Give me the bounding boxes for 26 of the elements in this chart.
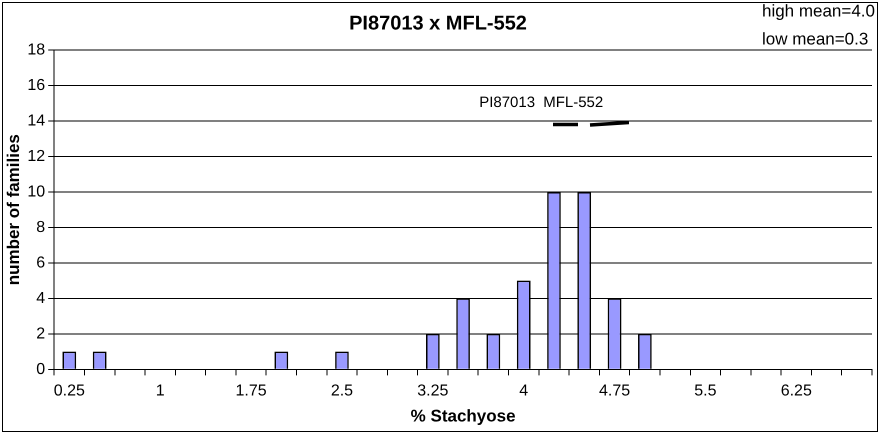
y-tick-label: 8 <box>36 218 46 236</box>
text: high mean=4.0 <box>762 2 875 21</box>
text: low mean=0.3 <box>762 30 868 49</box>
x-tick-label: 1.75 <box>236 382 267 400</box>
y-tick-label: 18 <box>27 41 46 58</box>
annotation: MFL-552 <box>543 94 604 112</box>
x-axis-title: % Stachyose <box>410 406 516 426</box>
x-tick-label: 4.75 <box>598 382 630 400</box>
annotation: PI87013 <box>479 94 536 112</box>
x-tick-label: 5.5 <box>694 382 717 400</box>
y-tick-label: 6 <box>36 254 46 272</box>
y-tick-label: 16 <box>27 76 46 94</box>
x-tick-label: 0.25 <box>54 382 86 400</box>
y-axis-title: number of families <box>4 134 23 286</box>
x-tick-label: 4 <box>519 382 528 400</box>
y-tick-label: 4 <box>36 290 46 307</box>
y-tick-label: 0 <box>36 360 46 378</box>
x-tick-label: 2.5 <box>330 382 354 400</box>
chart-title: PI87013 x MFL-552 <box>349 12 527 35</box>
y-tick-label: 2 <box>36 325 46 342</box>
y-tick-label: 10 <box>27 183 46 200</box>
x-tick-label: 1 <box>156 382 165 400</box>
x-tick-label: 3.25 <box>417 382 448 400</box>
x-tick-label: 6.25 <box>780 382 812 400</box>
y-tick-label: 12 <box>27 148 46 165</box>
y-tick-label: 14 <box>27 112 46 130</box>
